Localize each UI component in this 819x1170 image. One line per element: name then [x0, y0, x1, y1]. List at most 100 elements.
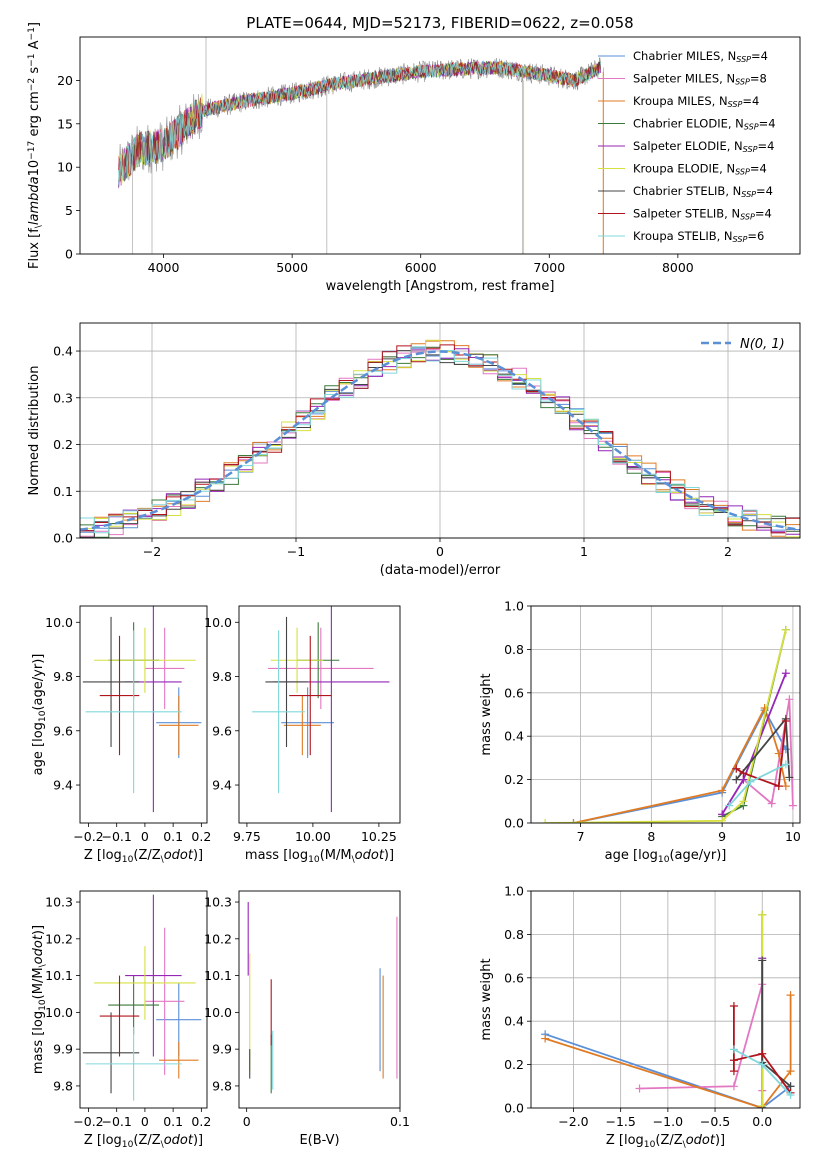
axes-frame	[79, 605, 208, 824]
x-tick-label: 10.25	[361, 829, 397, 844]
legend-label: Salpeter MILES, NSSP=8	[633, 72, 767, 87]
plus-marker	[729, 1082, 738, 1091]
x-tick-label: 0	[243, 1114, 251, 1129]
error-bar-point	[283, 695, 321, 756]
y-tick-label: 9.9	[53, 1042, 73, 1057]
model-spectrum-line	[118, 61, 602, 187]
y-axis-label: mass [log10(M/M\odot)]	[31, 925, 48, 1074]
plus-marker	[569, 819, 578, 823]
axes-frame	[79, 322, 801, 539]
plus-marker	[774, 782, 783, 791]
y-tick-label: 0	[65, 247, 73, 262]
error-bar-point	[94, 946, 196, 1020]
axes-frame	[79, 36, 801, 255]
plus-marker	[786, 1090, 795, 1099]
y-tick-label: 10.1	[45, 968, 73, 983]
error-bar-point	[99, 635, 140, 756]
y-tick-label: 0.8	[504, 927, 524, 942]
error-bar-point	[268, 627, 374, 710]
y-tick-label: 0.0	[53, 531, 73, 546]
axes-frame	[79, 890, 208, 1109]
error-bar-point	[99, 975, 140, 1057]
legend-label: Chabrier STELIB, NSSP=4	[633, 184, 773, 199]
error-bar-point	[159, 695, 199, 756]
figure-title: PLATE=0644, MJD=52173, FIBERID=0622, z=0…	[246, 14, 633, 32]
plus-marker	[725, 801, 734, 810]
axes-frame	[238, 890, 401, 1109]
plus-marker	[758, 1060, 767, 1069]
histogram-step	[80, 346, 800, 538]
y-tick-label: 10.2	[204, 931, 232, 946]
legend: Chabrier MILES, NSSP=4 Salpeter MILES, NS…	[598, 49, 776, 244]
x-tick-label: 6000	[405, 260, 437, 275]
error-bar-point	[94, 627, 196, 693]
plus-marker	[758, 956, 767, 965]
plus-marker	[729, 1045, 738, 1054]
plot-area	[82, 606, 202, 813]
y-tick-label: 15	[57, 116, 73, 131]
plot-area	[252, 606, 390, 813]
y-tick-label: 0.6	[504, 685, 524, 700]
x-tick-label: 0.1	[163, 829, 183, 844]
error-bar-point	[289, 635, 332, 756]
plot-area	[118, 37, 604, 254]
x-axis-label: Z [log10(Z/Z\odot)]	[606, 1133, 725, 1150]
x-tick-label: −0.1	[102, 1114, 132, 1129]
legend-label: Chabrier MILES, NSSP=4	[633, 49, 768, 64]
x-axis-label: wavelength [Angstrom, rest frame]	[326, 279, 555, 294]
plus-marker	[718, 786, 727, 795]
panel-mass_vs_Z: −0.2−0.1 0 0.1 0.2 9.8 9.9 10.0 10.1 10.2 10.3 Z […	[31, 890, 211, 1150]
plus-marker	[781, 760, 790, 769]
plot-area	[82, 894, 202, 1101]
legend-label: Salpeter STELIB, NSSP=4	[633, 207, 772, 222]
x-tick-label: 9	[718, 829, 726, 844]
plus-marker	[781, 669, 790, 678]
y-tick-label: 0.4	[53, 344, 73, 359]
x-tick-label: 9.75	[233, 829, 261, 844]
x-axis-label: Z [log10(Z/Z\odot)]	[84, 848, 203, 865]
y-tick-label: 0.8	[504, 642, 524, 657]
weight-line	[545, 629, 787, 823]
plus-marker	[767, 799, 776, 808]
error-bar-point	[265, 616, 308, 748]
y-tick-label: 9.6	[212, 723, 232, 738]
x-tick-label: 8000	[662, 260, 694, 275]
axes-frame	[530, 890, 801, 1109]
error-bar-point	[144, 627, 185, 710]
y-tick-label: 0.4	[504, 729, 524, 744]
error-bar-point	[85, 630, 182, 794]
y-tick-label: 9.4	[212, 778, 232, 793]
error-bar-point	[125, 894, 182, 1057]
panel-spectrum: 4000 5000 6000 7000 8000 0 5 10 15 20 wavelength […	[27, 22, 801, 294]
x-tick-label: 7000	[533, 260, 565, 275]
plus-marker	[785, 695, 794, 704]
plus-marker	[781, 625, 790, 634]
x-axis-label: Z [log10(Z/Z\odot)]	[84, 1133, 203, 1150]
weight-line	[544, 1033, 792, 1108]
y-axis-label: mass weight	[479, 673, 494, 755]
plus-marker	[746, 777, 755, 786]
y-tick-label: 10.1	[204, 968, 232, 983]
axes-frame	[530, 605, 801, 824]
plus-marker	[732, 764, 741, 773]
legend-label: Salpeter ELODIE, NSSP=4	[633, 139, 774, 154]
error-bar-point	[144, 927, 185, 1075]
error-bar-point	[281, 687, 335, 758]
y-tick-label: 9.4	[53, 778, 73, 793]
y-tick-label: 10.0	[204, 615, 232, 630]
x-tick-label: 7	[577, 829, 585, 844]
weight-line	[573, 708, 787, 823]
y-tick-label: 0.2	[504, 772, 524, 787]
x-tick-label: 0.0	[752, 1114, 772, 1129]
x-tick-label: 4000	[148, 260, 180, 275]
panel-residuals: −2 −1 0 1 2 0.0 0.1 0.2 0.3 0.4 (data-model)/error…	[27, 322, 801, 578]
histogram-step	[80, 344, 800, 534]
y-tick-label: 1.0	[504, 884, 524, 899]
y-tick-label: 0.0	[504, 816, 524, 831]
x-tick-label: −0.5	[700, 1114, 730, 1129]
y-tick-label: 0.6	[504, 970, 524, 985]
error-bar-point	[252, 630, 305, 794]
y-tick-label: 0.4	[504, 1014, 524, 1029]
x-tick-label: 8	[647, 829, 655, 844]
